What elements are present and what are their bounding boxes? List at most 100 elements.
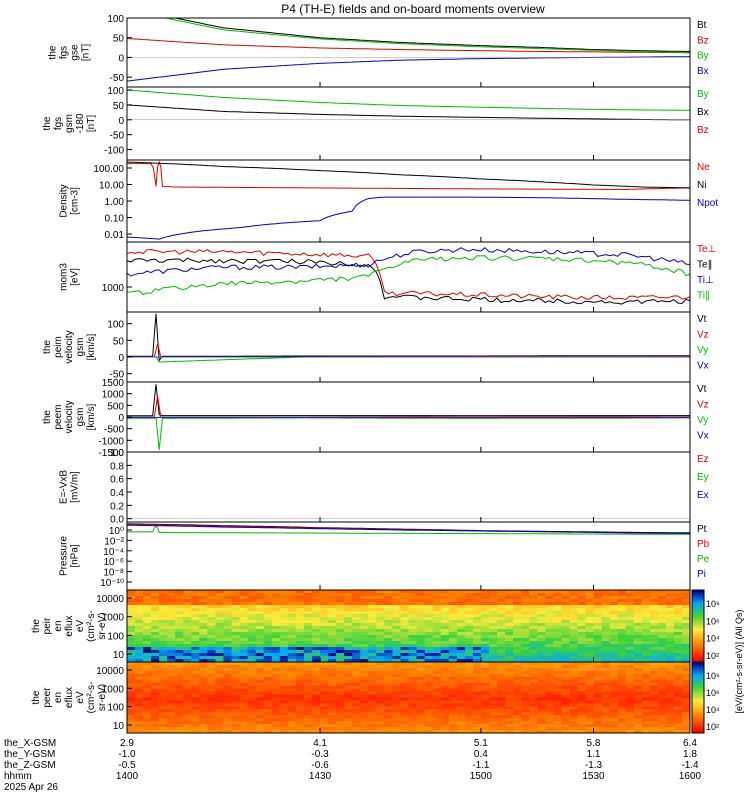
spectrogram-cell: [537, 632, 546, 636]
spectrogram-cell: [569, 706, 578, 710]
spectrogram-cell: [649, 611, 659, 615]
spectrogram-cell: [368, 632, 377, 636]
spectrogram-cell: [529, 712, 538, 716]
spectrogram-cell: [255, 730, 265, 733]
spectrogram-cell: [392, 667, 402, 672]
spectrogram-cell: [384, 715, 394, 719]
series-line-bt: [172, 18, 690, 52]
spectrogram-cell: [344, 679, 353, 684]
spectrogram-cell: [271, 626, 281, 630]
spectrogram-cell: [496, 626, 506, 630]
spectrogram-cell: [151, 593, 160, 597]
spectrogram-cell: [183, 706, 192, 710]
spectrogram-cell: [295, 667, 305, 672]
spectrogram-cell: [175, 638, 184, 642]
spectrogram-cell: [488, 638, 498, 642]
spectrogram-cell: [303, 667, 313, 672]
spectrogram-cell: [408, 691, 418, 696]
spectrogram-cell: [368, 697, 377, 702]
spectrogram-cell: [175, 650, 184, 654]
spectrogram-cell: [649, 670, 659, 675]
spectrogram-cell: [311, 629, 321, 633]
spectrogram-cell: [183, 667, 192, 672]
spectrogram-cell: [384, 644, 394, 648]
spectrogram-cell: [199, 653, 209, 657]
spectrogram-cell: [215, 703, 225, 707]
spectrogram-cell: [352, 635, 361, 639]
spectrogram-cell: [569, 656, 578, 660]
spectrogram-cell: [553, 679, 562, 684]
spectrogram-cell: [344, 656, 353, 660]
spectrogram-cell: [432, 593, 442, 597]
spectrogram-cell: [183, 730, 192, 733]
spectrogram-cell: [617, 715, 627, 719]
spectrogram-cell: [673, 706, 683, 710]
spectrogram-cell: [529, 697, 538, 702]
spectrogram-cell: [521, 721, 530, 725]
spectrogram-cell: [360, 593, 369, 597]
spectrogram-cell: [392, 602, 402, 606]
spectrogram-cell: [521, 635, 530, 639]
spectrogram-cell: [545, 700, 554, 705]
y-axis-label-line: [eV]: [70, 268, 81, 286]
spectrogram-cell: [641, 608, 651, 612]
spectrogram-cell: [384, 730, 394, 733]
spectrogram-cell: [271, 724, 281, 728]
spectrogram-cell: [287, 596, 297, 600]
spectrogram-cell: [657, 608, 667, 612]
spectrogram-cell: [448, 593, 458, 597]
spectrogram-cell: [408, 605, 418, 609]
spectrogram-cell: [263, 715, 273, 719]
spectrogram-cell: [191, 727, 200, 731]
spectrogram-cell: [480, 703, 490, 707]
spectrogram-cell: [255, 697, 265, 702]
spectrogram-cell: [255, 632, 265, 636]
spectrogram-cell: [263, 626, 273, 630]
spectrogram-cell: [271, 670, 281, 675]
spectrogram-cell: [231, 614, 241, 618]
spectrogram-cell: [617, 599, 627, 603]
spectrogram-cell: [151, 644, 160, 648]
spectrogram-cell: [577, 617, 587, 621]
spectrogram-cell: [553, 667, 562, 672]
spectrogram-cell: [400, 608, 410, 612]
spectrogram-cell: [295, 662, 305, 666]
spectrogram-cell: [207, 724, 217, 728]
spectrogram-cell: [673, 629, 683, 633]
spectrogram-cell: [231, 721, 241, 725]
spectrogram-cell: [424, 700, 434, 705]
spectrogram-cell: [191, 599, 200, 603]
y-tick-label: 0: [118, 116, 124, 127]
spectrogram-cell: [231, 596, 241, 600]
spectrogram-cell: [464, 664, 474, 669]
spectrogram-cell: [480, 596, 490, 600]
spectrogram-cell: [416, 593, 426, 597]
spectrogram-cell: [368, 599, 377, 603]
spectrogram-cell: [408, 590, 418, 594]
colorbar-band: [692, 673, 704, 677]
spectrogram-cell: [239, 688, 249, 693]
spectrogram-cell: [641, 688, 651, 693]
spectrogram-cell: [440, 626, 450, 630]
spectrogram-cell: [159, 644, 168, 648]
spectrogram-cell: [239, 712, 249, 716]
spectrogram-cell: [279, 727, 289, 731]
spectrogram-cell: [320, 670, 329, 675]
spectrogram-cell: [368, 614, 377, 618]
spectrogram-cell: [625, 641, 635, 645]
spectrogram-cell: [641, 664, 651, 669]
spectrogram-cell: [360, 706, 369, 710]
spectrogram-cell: [537, 697, 546, 702]
spectrogram-cell: [577, 596, 587, 600]
y-tick-label: 0.8: [110, 461, 124, 472]
spectrogram-cell: [352, 593, 361, 597]
spectrogram-cell: [311, 593, 321, 597]
spectrogram-cell: [127, 656, 136, 660]
spectrogram-cell: [368, 656, 377, 660]
spectrogram-cell: [384, 632, 394, 636]
spectrogram-cell: [279, 641, 289, 645]
spectrogram-cell: [263, 590, 273, 594]
spectrogram-cell: [545, 679, 554, 684]
spectrogram-cell: [472, 700, 482, 705]
spectrogram-cell: [127, 611, 136, 615]
